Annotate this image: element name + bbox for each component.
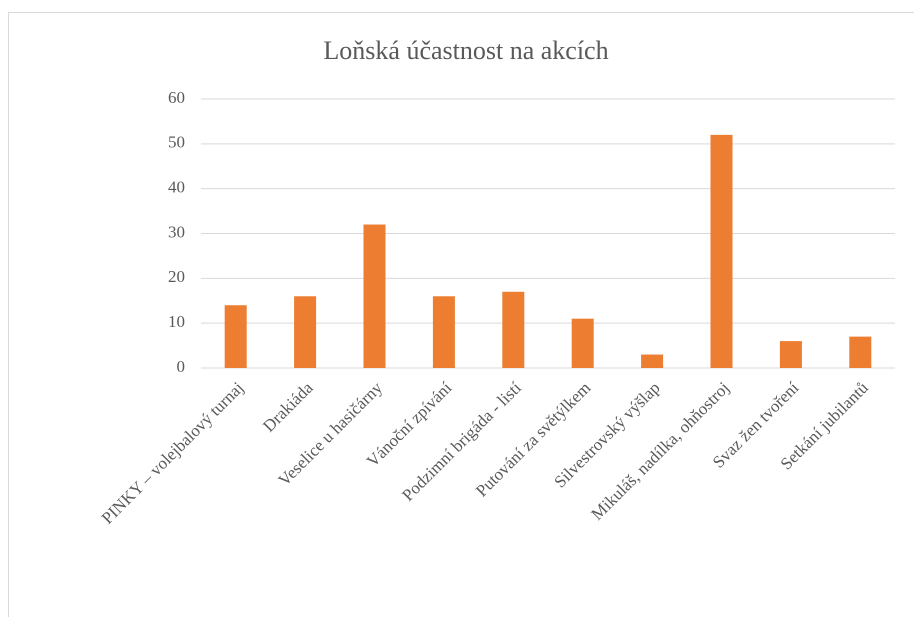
- y-tick-label: 50: [168, 133, 185, 152]
- chart-title: Loňská účastnost na akcích: [323, 36, 608, 65]
- y-tick-label: 0: [177, 357, 186, 376]
- x-tick-label: PINKY – volejbalový turnaj: [98, 378, 248, 528]
- bar: [502, 291, 525, 368]
- x-tick-label: Mikuláš, nadílka, ohňostroj: [587, 378, 733, 524]
- bar: [432, 296, 455, 368]
- x-tick-label: Putování za světýlkem: [472, 378, 594, 500]
- bar: [224, 305, 247, 368]
- bar: [571, 318, 594, 368]
- bar: [710, 134, 733, 368]
- x-tick-label: Drakiáda: [259, 378, 317, 436]
- y-tick-label: 40: [168, 178, 185, 197]
- y-tick-label: 10: [168, 312, 185, 331]
- y-tick-label: 60: [168, 88, 185, 107]
- bar: [641, 354, 664, 368]
- y-tick-label: 20: [168, 267, 185, 286]
- bar: [779, 341, 802, 368]
- x-tick-label: Podzimní brigáda - listí: [398, 378, 525, 505]
- bar: [294, 296, 317, 368]
- bar: [849, 336, 872, 368]
- chart-border: [8, 12, 914, 617]
- y-tick-label: 30: [168, 222, 185, 241]
- bar: [363, 224, 386, 368]
